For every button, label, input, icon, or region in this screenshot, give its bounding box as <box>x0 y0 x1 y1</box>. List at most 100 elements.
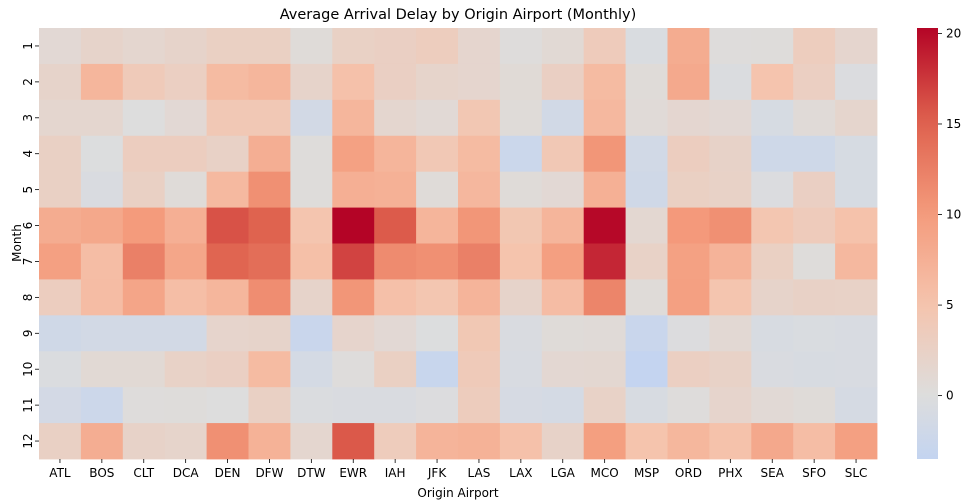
heatmap-cell <box>541 387 585 424</box>
heatmap-cell <box>583 315 626 352</box>
heatmap-cell <box>458 351 501 388</box>
heatmap-cell <box>793 315 836 352</box>
heatmap-cell <box>751 315 794 352</box>
heatmap-cell <box>290 207 333 244</box>
x-tick-label: SFO <box>802 466 826 480</box>
heatmap-cell <box>835 315 878 352</box>
heatmap-cell <box>458 63 501 101</box>
heatmap-cell <box>248 387 291 424</box>
heatmap-cell <box>332 243 375 280</box>
x-tick-label: EWR <box>339 466 367 480</box>
heatmap-cell <box>80 63 124 101</box>
heatmap-cell <box>290 423 333 460</box>
heatmap-cell <box>625 171 668 208</box>
heatmap-cell <box>374 207 417 244</box>
heatmap-cell <box>206 135 249 173</box>
heatmap-cell <box>80 351 124 388</box>
x-tick-label: DCA <box>173 466 200 480</box>
heatmap-cell <box>458 99 501 137</box>
heatmap-cell <box>290 63 333 101</box>
heatmap-cell <box>122 99 166 137</box>
y-tick-label: 11 <box>21 397 35 412</box>
heatmap-cell <box>541 207 585 244</box>
heatmap-cell <box>583 423 626 460</box>
heatmap-cell <box>458 279 501 316</box>
heatmap-cell <box>751 63 794 101</box>
heatmap-cell <box>835 99 878 137</box>
heatmap-cell <box>206 63 249 101</box>
heatmap-cell <box>80 279 124 316</box>
heatmap-cell <box>667 63 710 101</box>
heatmap-cell <box>374 99 417 137</box>
heatmap-cell <box>248 99 291 137</box>
heatmap-cell <box>458 423 501 460</box>
heatmap-cell <box>290 315 333 352</box>
heatmap-cell <box>39 135 82 173</box>
heatmap-cell <box>374 351 417 388</box>
heatmap-cell <box>164 28 207 65</box>
heatmap-cell <box>248 423 291 460</box>
heatmap-cell <box>248 279 291 316</box>
heatmap-cell <box>541 171 585 208</box>
heatmap-cell <box>416 63 459 101</box>
heatmap-cell <box>667 279 710 316</box>
heatmap-cell <box>248 207 291 244</box>
heatmap-cell <box>332 171 375 208</box>
heatmap-cell <box>835 243 878 280</box>
heatmap-cell <box>122 171 166 208</box>
x-tick-label: DTW <box>297 466 326 480</box>
heatmap-cell <box>80 315 124 352</box>
heatmap-cell <box>793 28 836 65</box>
heatmap-cell <box>206 351 249 388</box>
heatmap-cell <box>80 135 124 173</box>
heatmap-cell <box>499 63 543 101</box>
heatmap-cell <box>458 171 501 208</box>
x-tick-label: BOS <box>89 466 114 480</box>
heatmap-cell <box>583 207 626 244</box>
heatmap-cell <box>499 135 543 173</box>
heatmap-cell <box>80 99 124 137</box>
heatmap-cell <box>709 351 752 388</box>
heatmap-cell <box>709 63 752 101</box>
heatmap-cell <box>332 387 375 424</box>
heatmap-cell <box>458 387 501 424</box>
heatmap-cell <box>206 99 249 137</box>
heatmap-cell <box>541 243 585 280</box>
heatmap-cell <box>751 207 794 244</box>
heatmap-cell <box>499 315 543 352</box>
heatmap-cell <box>374 243 417 280</box>
colorbar-tick-label: 10 <box>946 208 961 222</box>
heatmap-cell <box>164 423 207 460</box>
heatmap-cell <box>667 207 710 244</box>
y-tick-label: 4 <box>21 150 35 158</box>
heatmap-cell <box>290 387 333 424</box>
heatmap-cell <box>248 63 291 101</box>
heatmap-cell <box>122 243 166 280</box>
heatmap-cell <box>835 28 878 65</box>
heatmap-cell <box>80 243 124 280</box>
heatmap-cell <box>835 423 878 460</box>
heatmap-cell <box>80 28 124 65</box>
heatmap-cell <box>122 351 166 388</box>
heatmap-cell <box>332 351 375 388</box>
heatmap-cell <box>122 315 166 352</box>
heatmap-cell <box>206 171 249 208</box>
heatmap-cell <box>709 28 752 65</box>
heatmap-cell <box>793 99 836 137</box>
heatmap-cell <box>667 387 710 424</box>
heatmap-cell <box>499 28 543 65</box>
heatmap-cell <box>625 63 668 101</box>
x-tick-label: LAX <box>509 466 532 480</box>
heatmap-cell <box>541 423 585 460</box>
x-axis-label: Origin Airport <box>417 486 498 500</box>
heatmap-cell <box>751 279 794 316</box>
heatmap-cell <box>667 135 710 173</box>
heatmap-cell <box>499 99 543 137</box>
heatmap-cell <box>709 171 752 208</box>
heatmap-cell <box>583 243 626 280</box>
heatmap-cell <box>709 423 752 460</box>
y-tick-label: 2 <box>21 78 35 86</box>
y-tick-label: 12 <box>21 433 35 448</box>
heatmap-cell <box>583 351 626 388</box>
heatmap-cell <box>206 243 249 280</box>
